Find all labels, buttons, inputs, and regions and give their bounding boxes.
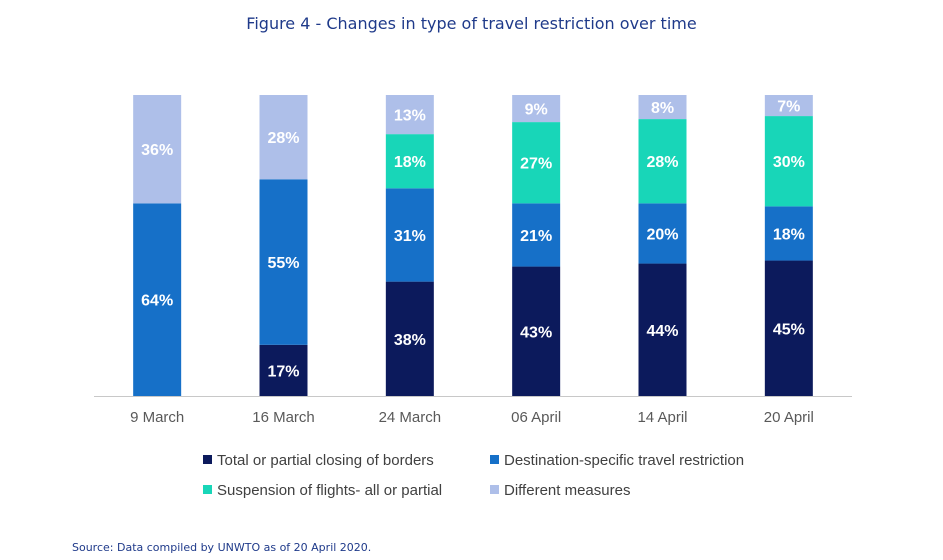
x-tick-label: 9 March <box>130 409 184 426</box>
data-label: 43% <box>520 324 552 341</box>
bar-segment <box>133 203 182 396</box>
data-label: 27% <box>520 156 552 173</box>
bar-segment <box>764 260 813 396</box>
data-label: 28% <box>267 130 299 147</box>
data-label: 64% <box>141 293 173 310</box>
data-label: 17% <box>267 363 299 380</box>
bar-segment <box>385 281 434 396</box>
bar-segment <box>259 179 308 345</box>
legend-label: Destination-specific travel restriction <box>504 452 744 469</box>
data-label: 7% <box>777 99 800 116</box>
data-label: 55% <box>267 255 299 272</box>
legend-swatch <box>203 455 212 464</box>
bar-segment <box>512 266 561 396</box>
bar-segment <box>259 95 308 180</box>
bar-segment <box>764 95 813 117</box>
legend-swatch <box>490 485 499 494</box>
data-label: 38% <box>394 332 426 349</box>
bar-segment <box>385 95 434 135</box>
bar-segment <box>638 119 687 204</box>
bar-segment <box>512 95 561 123</box>
data-label: 9% <box>525 102 548 119</box>
data-label: 45% <box>773 321 805 338</box>
data-label: 18% <box>773 226 805 243</box>
legend-swatch <box>203 485 212 494</box>
data-label: 28% <box>646 154 678 171</box>
bar-segment <box>133 95 182 204</box>
x-tick-label: 14 April <box>637 409 687 426</box>
data-label: 20% <box>646 226 678 243</box>
bar-segment <box>764 116 813 207</box>
legend-label: Total or partial closing of borders <box>217 452 434 469</box>
bar-segment <box>764 206 813 261</box>
data-label: 44% <box>646 323 678 340</box>
x-tick-label: 06 April <box>511 409 561 426</box>
data-label: 21% <box>520 228 552 245</box>
legend-label: Suspension of flights- all or partial <box>217 482 442 499</box>
data-label: 13% <box>394 108 426 125</box>
bar-segment <box>385 188 434 282</box>
data-label: 36% <box>141 142 173 159</box>
x-tick-label: 20 April <box>764 409 814 426</box>
x-tick-label: 16 March <box>252 409 315 426</box>
legend-swatch <box>490 455 499 464</box>
data-label: 31% <box>394 228 426 245</box>
bar-segment <box>638 263 687 396</box>
data-label: 8% <box>651 100 674 117</box>
bar-segment <box>259 344 308 396</box>
bar-segment <box>512 122 561 204</box>
x-tick-label: 24 March <box>379 409 442 426</box>
bar-segment <box>512 203 561 267</box>
legend-label: Different measures <box>504 482 630 499</box>
chart-title: Figure 4 - Changes in type of travel res… <box>246 14 697 33</box>
data-label: 18% <box>394 154 426 171</box>
data-label: 30% <box>773 154 805 171</box>
bar-segment <box>638 203 687 264</box>
source-note: Source: Data compiled by UNWTO as of 20 … <box>72 541 372 554</box>
bar-segment <box>638 95 687 120</box>
bar-segment <box>385 134 434 189</box>
